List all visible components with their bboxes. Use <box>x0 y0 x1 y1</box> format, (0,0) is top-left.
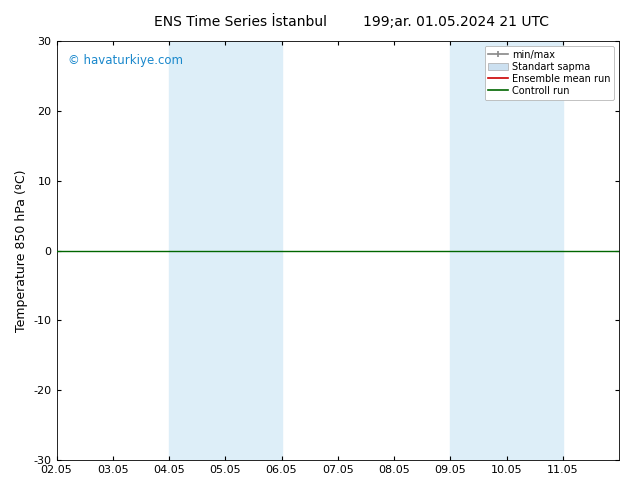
Bar <box>225 41 281 460</box>
Bar <box>450 41 507 460</box>
Legend: min/max, Standart sapma, Ensemble mean run, Controll run: min/max, Standart sapma, Ensemble mean r… <box>484 46 614 99</box>
Bar <box>169 41 225 460</box>
Bar <box>507 41 563 460</box>
Text: ENS Time Series İstanbul: ENS Time Series İstanbul <box>155 15 327 29</box>
Text: © havaturkiye.com: © havaturkiye.com <box>68 53 183 67</box>
Y-axis label: Temperature 850 hPa (ºC): Temperature 850 hPa (ºC) <box>15 170 28 332</box>
Text: 199;ar. 01.05.2024 21 UTC: 199;ar. 01.05.2024 21 UTC <box>363 15 550 29</box>
